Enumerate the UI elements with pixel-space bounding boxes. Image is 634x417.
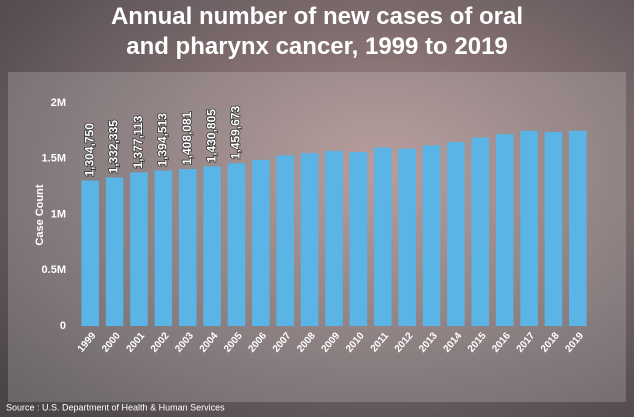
y-tick-label: 1M xyxy=(51,208,66,220)
y-axis-label: Case Count xyxy=(34,184,46,245)
bar xyxy=(544,131,563,326)
value-label: 1,332,335 xyxy=(107,120,121,174)
bar xyxy=(105,177,124,326)
bar xyxy=(300,153,319,326)
y-tick-label: 2M xyxy=(51,97,66,109)
chart-title: Annual number of new cases of oral and ph… xyxy=(111,3,523,60)
value-label: 1,459,673 xyxy=(229,106,243,160)
value-label: 1,430,805 xyxy=(204,109,218,163)
bar xyxy=(471,137,490,326)
bar xyxy=(520,130,538,326)
bar xyxy=(203,166,221,326)
bar xyxy=(130,172,148,326)
bar xyxy=(349,152,368,326)
bar xyxy=(252,159,270,326)
bar xyxy=(495,134,514,326)
bar xyxy=(373,147,392,326)
value-label: 1,304,750 xyxy=(82,123,96,177)
bar xyxy=(422,145,441,326)
bar xyxy=(276,155,295,326)
y-tick-label: 0 xyxy=(60,320,66,332)
source: Source : U.S. Department of Health & Hum… xyxy=(6,402,225,412)
value-label: 1,394,513 xyxy=(156,113,170,167)
bar xyxy=(81,180,99,326)
bar xyxy=(178,168,197,326)
y-tick-label: 0.5M xyxy=(42,264,66,276)
bar xyxy=(398,148,416,326)
y-tick-label: 1.5M xyxy=(42,153,66,165)
bar xyxy=(325,150,343,326)
bar xyxy=(569,130,587,326)
bar xyxy=(154,170,173,326)
value-label: 1,408,081 xyxy=(180,111,194,165)
bar xyxy=(227,163,246,326)
bar xyxy=(447,142,465,326)
value-label: 1,377,113 xyxy=(131,115,145,168)
